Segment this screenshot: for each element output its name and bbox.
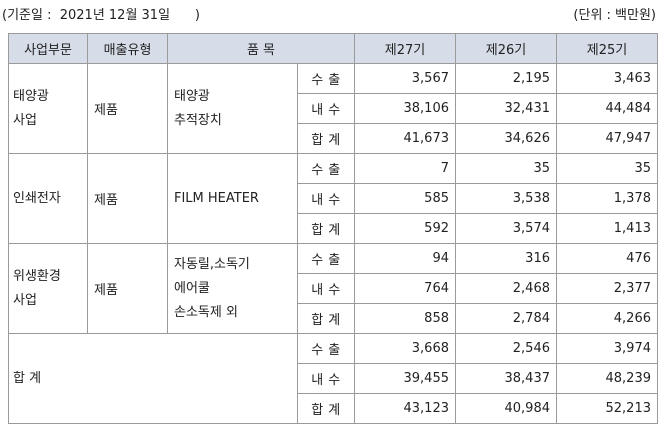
segment-cell: 위생환경 사업 (8, 243, 88, 334)
kind-subtotal: 합 계 (297, 213, 355, 244)
table-row: 합 계 수 출 3,668 2,546 3,974 (8, 333, 658, 424)
kind-subtotal: 합 계 (297, 393, 355, 424)
table-row: 태양광 사업 제품 태양광 추적장치 수 출 3,567 2,195 3,463 (8, 63, 658, 154)
header-period-27: 제27기 (354, 33, 456, 64)
table-row: 내 수 764 2,468 2,377 (9, 273, 658, 304)
value-cell: 592 (354, 213, 456, 244)
value-cell: 2,784 (455, 303, 557, 334)
value-cell: 3,668 (354, 333, 456, 364)
value-cell: 38,437 (455, 363, 557, 394)
basis-date-caption: (기준일 : 2021년 12월 31일 ) (2, 8, 200, 23)
unit-caption: (단위 : 백만원) (573, 8, 656, 23)
kind-subtotal: 합 계 (297, 123, 355, 154)
item-label: 추적장치 (174, 112, 222, 128)
value-cell: 2,195 (455, 63, 557, 94)
value-cell: 3,463 (556, 63, 658, 94)
kind-domestic: 내 수 (297, 183, 355, 214)
value-cell: 476 (556, 243, 658, 274)
table-row: 합 계 592 3,574 1,413 (9, 213, 658, 244)
item-label: FILM HEATER (174, 190, 259, 206)
table-row: 합 계 858 2,784 4,266 (9, 303, 658, 334)
value-cell: 3,574 (455, 213, 557, 244)
value-cell: 858 (354, 303, 456, 334)
item-cell: 태양광 추적장치 (167, 63, 298, 154)
segment-cell: 태양광 사업 (8, 63, 88, 154)
kind-export: 수 출 (297, 63, 355, 94)
value-cell: 43,123 (354, 393, 456, 424)
sales-type-cell: 제품 (87, 243, 168, 334)
value-cell: 40,984 (455, 393, 557, 424)
item-label: 자동릴,소독기 (174, 256, 250, 272)
table-row: 합 계 43,123 40,984 52,213 (9, 393, 658, 424)
segment-label: 사업 (13, 292, 37, 308)
segment-label: 위생환경 (13, 268, 61, 284)
value-cell: 3,974 (556, 333, 658, 364)
kind-domestic: 내 수 (297, 273, 355, 304)
value-cell: 44,484 (556, 93, 658, 124)
item-cell: FILM HEATER (167, 153, 298, 244)
header-period-26: 제26기 (455, 33, 557, 64)
table-row: 내 수 39,455 38,437 48,239 (9, 363, 658, 394)
kind-domestic: 내 수 (297, 363, 355, 394)
value-cell: 3,538 (455, 183, 557, 214)
table-row: 내 수 585 3,538 1,378 (9, 183, 658, 214)
value-cell: 7 (354, 153, 456, 184)
value-cell: 52,213 (556, 393, 658, 424)
value-cell: 94 (354, 243, 456, 274)
value-cell: 585 (354, 183, 456, 214)
segment-cell: 인쇄전자 (8, 153, 88, 244)
kind-export: 수 출 (297, 333, 355, 364)
value-cell: 3,567 (354, 63, 456, 94)
header-item: 품 목 (167, 33, 355, 64)
segment-label: 사업 (13, 112, 37, 128)
value-cell: 1,413 (556, 213, 658, 244)
value-cell: 39,455 (354, 363, 456, 394)
value-cell: 41,673 (354, 123, 456, 154)
value-cell: 48,239 (556, 363, 658, 394)
table-row: 합 계 41,673 34,626 47,947 (9, 123, 658, 154)
kind-subtotal: 합 계 (297, 303, 355, 334)
header-segment: 사업부문 (8, 33, 88, 64)
table-row: 내 수 38,106 32,431 44,484 (9, 93, 658, 124)
value-cell: 32,431 (455, 93, 557, 124)
table-row: 위생환경 사업 제품 자동릴,소독기 에어쿨 손소독제 외 수 출 94 316… (8, 243, 658, 334)
value-cell: 35 (556, 153, 658, 184)
value-cell: 47,947 (556, 123, 658, 154)
value-cell: 34,626 (455, 123, 557, 154)
value-cell: 2,546 (455, 333, 557, 364)
segment-label: 태양광 (13, 88, 49, 104)
item-cell: 자동릴,소독기 에어쿨 손소독제 외 (167, 243, 298, 334)
value-cell: 1,378 (556, 183, 658, 214)
segment-label: 인쇄전자 (13, 190, 61, 206)
grand-total-label: 합 계 (8, 333, 298, 424)
sales-type-cell: 제품 (87, 153, 168, 244)
value-cell: 764 (354, 273, 456, 304)
header-sales-type: 매출유형 (87, 33, 168, 64)
header-period-25: 제25기 (556, 33, 658, 64)
value-cell: 38,106 (354, 93, 456, 124)
item-label: 에어쿨 (174, 280, 210, 296)
value-cell: 316 (455, 243, 557, 274)
kind-domestic: 내 수 (297, 93, 355, 124)
item-label: 태양광 (174, 88, 210, 104)
value-cell: 2,468 (455, 273, 557, 304)
kind-export: 수 출 (297, 153, 355, 184)
sales-table: 사업부문 매출유형 품 목 제27기 제26기 제25기 태양광 사업 제품 태… (8, 33, 658, 424)
header-row: 사업부문 매출유형 품 목 제27기 제26기 제25기 (8, 33, 658, 64)
sales-type-cell: 제품 (87, 63, 168, 154)
value-cell: 35 (455, 153, 557, 184)
value-cell: 2,377 (556, 273, 658, 304)
value-cell: 4,266 (556, 303, 658, 334)
item-label: 손소독제 외 (174, 304, 238, 320)
table-row: 인쇄전자 제품 FILM HEATER 수 출 7 35 35 (8, 153, 658, 244)
kind-export: 수 출 (297, 243, 355, 274)
